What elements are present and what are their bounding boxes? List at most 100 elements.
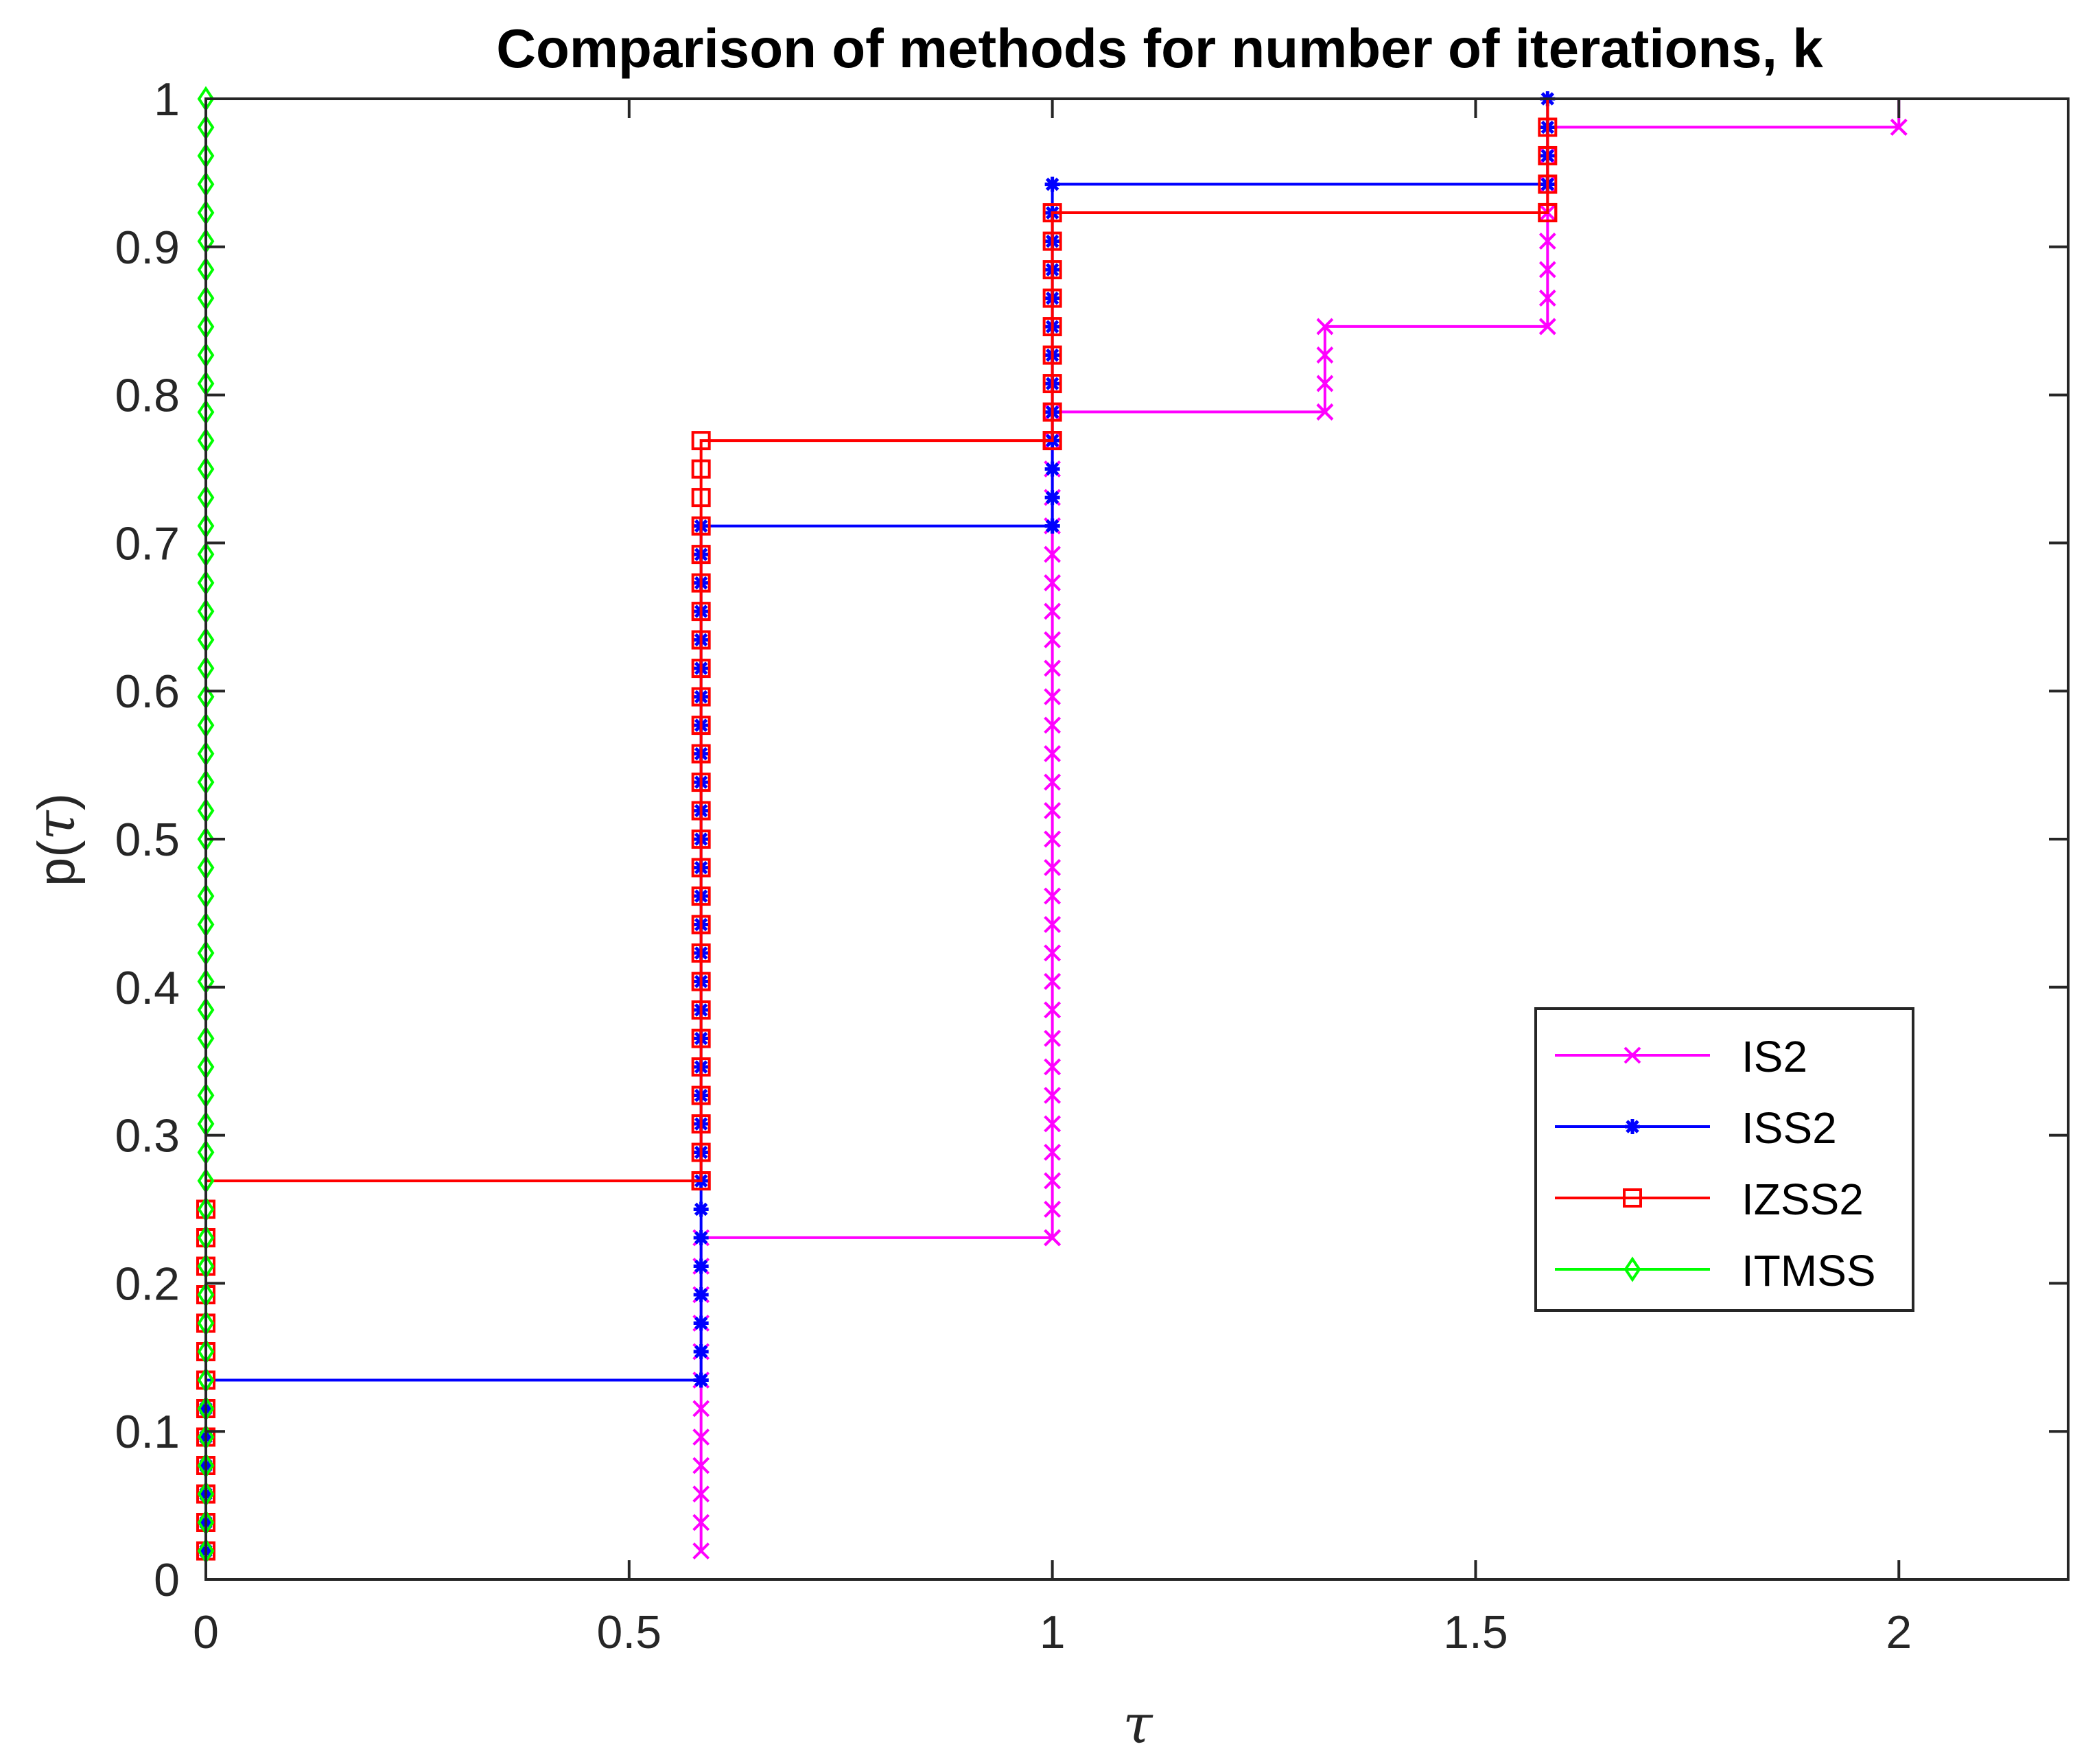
data-point-is2 (1044, 973, 1062, 990)
data-point-is2 (1044, 1001, 1062, 1019)
data-point-is2 (1044, 944, 1062, 962)
data-point-izss2 (691, 972, 711, 991)
data-point-is2 (1044, 659, 1062, 677)
data-point-is2 (1044, 688, 1062, 705)
data-point-iss2 (1044, 518, 1060, 534)
x-tick-label: 1 (1040, 1606, 1066, 1658)
data-point-is2 (1044, 631, 1062, 648)
data-point-izss2 (1042, 402, 1062, 422)
data-point-iss2 (693, 1344, 709, 1360)
legend-item-itmss: ITMSS (1555, 1246, 1876, 1295)
data-point-izss2 (691, 1085, 711, 1105)
data-point-is2 (1316, 403, 1334, 421)
data-point-is2 (692, 1514, 710, 1531)
data-point-izss2 (1538, 202, 1558, 222)
data-point-is2 (1044, 830, 1062, 848)
x-tick-label: 1.5 (1443, 1606, 1508, 1658)
data-point-izss2 (691, 459, 711, 479)
data-point-izss2 (691, 659, 711, 679)
y-tick-label: 0.6 (115, 666, 180, 718)
y-tick-label: 0.9 (115, 222, 180, 274)
data-point-is2 (1044, 1058, 1062, 1076)
data-point-izss2 (691, 545, 711, 565)
data-point-izss2 (691, 773, 711, 792)
legend-box (1534, 1007, 1914, 1312)
legend-label: ISS2 (1742, 1103, 1837, 1153)
data-point-izss2 (1538, 117, 1558, 137)
y-tick-label: 0.8 (115, 370, 180, 422)
y-tick-label: 0 (154, 1554, 180, 1606)
data-point-izss2 (691, 858, 711, 878)
x-axis-label: τ (1123, 1694, 1153, 1756)
data-point-is2 (1316, 318, 1334, 336)
data-point-iss2 (693, 1315, 709, 1331)
data-point-is2 (1044, 574, 1062, 591)
y-tick-label: 0.7 (115, 517, 180, 569)
data-point-izss2 (691, 1000, 711, 1020)
data-point-is2 (1044, 1115, 1062, 1133)
data-point-izss2 (691, 516, 711, 536)
data-point-is2 (692, 1542, 710, 1560)
data-point-is2 (1044, 602, 1062, 620)
data-point-izss2 (691, 1142, 711, 1162)
data-point-is2 (1316, 346, 1334, 364)
x-tick-label: 0.5 (597, 1606, 662, 1658)
data-point-izss2 (691, 1028, 711, 1048)
y-tick-label: 0.2 (115, 1258, 180, 1310)
legend-item-is2: IS2 (1555, 1032, 1807, 1081)
data-point-izss2 (691, 602, 711, 622)
data-point-izss2 (1042, 288, 1062, 308)
data-point-is2 (1044, 773, 1062, 791)
data-point-is2 (692, 1457, 710, 1474)
data-point-iss2 (693, 1230, 709, 1246)
y-tick-label: 0.5 (115, 814, 180, 866)
legend-marker (1624, 1046, 1641, 1064)
legend-item-iss2: ISS2 (1555, 1103, 1837, 1153)
data-point-is2 (692, 1400, 710, 1418)
data-point-izss2 (691, 886, 711, 906)
data-point-is2 (1538, 261, 1556, 279)
data-point-iss2 (693, 1258, 709, 1274)
legend-label: IS2 (1742, 1032, 1807, 1081)
data-point-izss2 (691, 488, 711, 508)
chart-title: Comparison of methods for number of iter… (496, 18, 1823, 79)
data-point-izss2 (1042, 231, 1062, 251)
data-point-izss2 (691, 830, 711, 849)
data-point-iss2 (1044, 176, 1060, 192)
data-point-iss2 (1044, 490, 1060, 506)
data-point-is2 (1538, 232, 1556, 250)
data-point-izss2 (1042, 203, 1062, 223)
data-point-izss2 (1042, 260, 1062, 280)
legend-marker (1624, 1256, 1641, 1282)
data-point-is2 (1044, 916, 1062, 933)
data-point-izss2 (1042, 374, 1062, 394)
data-point-izss2 (691, 716, 711, 736)
data-point-izss2 (691, 801, 711, 821)
data-point-is2 (1044, 1172, 1062, 1190)
data-point-is2 (1044, 745, 1062, 762)
legend: IS2 ISS2 IZSS2 ITMSS (1534, 1007, 1914, 1312)
ticks-layer: 0 0.5 1 1.5 2 0 0.1 0.2 0.3 0.4 0.5 0.6 0.7 0.8 0.9 1 (115, 73, 2068, 1658)
legend-label: IZSS2 (1742, 1175, 1864, 1224)
legend-label: ITMSS (1742, 1246, 1876, 1295)
y-tick-label: 0.1 (115, 1406, 180, 1458)
data-point-iss2 (693, 1372, 709, 1388)
y-tick-label: 0.4 (115, 962, 180, 1014)
legend-marker (1625, 1119, 1640, 1134)
data-point-izss2 (691, 573, 711, 593)
legend-marker (1623, 1188, 1642, 1208)
data-point-is2 (1044, 1144, 1062, 1161)
data-point-izss2 (691, 915, 711, 934)
data-point-izss2 (691, 744, 711, 764)
data-point-izss2 (691, 1114, 711, 1134)
data-point-is2 (1044, 545, 1062, 563)
data-point-iss2 (693, 1201, 709, 1217)
data-point-izss2 (1538, 174, 1558, 194)
y-axis-label-suffix: ) (27, 793, 86, 810)
data-point-izss2 (1538, 145, 1558, 165)
y-tick-label: 0.3 (115, 1110, 180, 1162)
data-point-iss2 (1044, 461, 1060, 477)
y-axis-label-prefix: p( (27, 840, 86, 886)
y-axis-label: p(τ) (25, 793, 87, 886)
data-point-izss2 (691, 630, 711, 650)
